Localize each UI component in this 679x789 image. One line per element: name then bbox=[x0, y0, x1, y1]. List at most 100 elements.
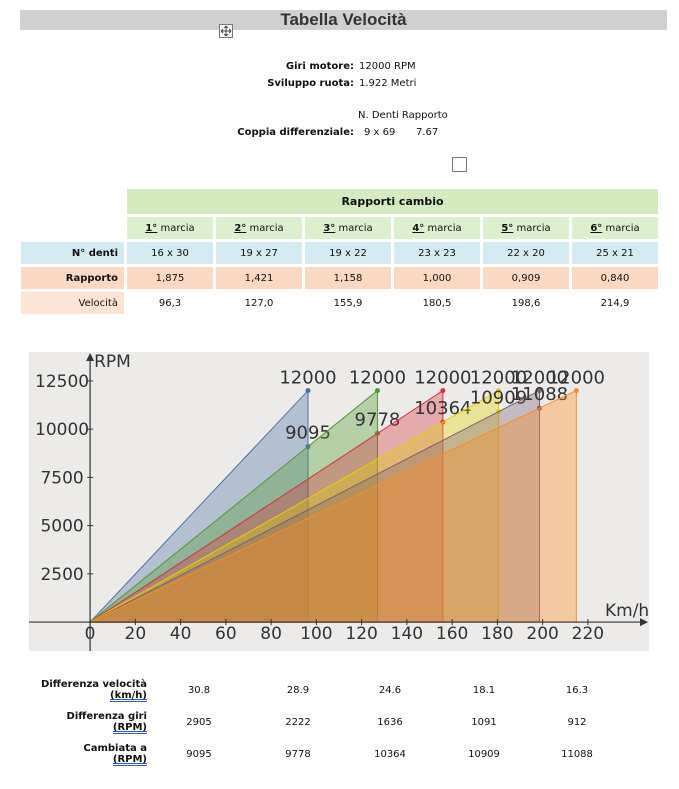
data-label: 12000 bbox=[279, 368, 336, 389]
point bbox=[573, 388, 579, 394]
summary-value: 912 bbox=[567, 717, 587, 728]
summary-value: 11088 bbox=[561, 749, 593, 760]
shift-label: 9778 bbox=[355, 409, 401, 430]
x-tick-label: 140 bbox=[391, 624, 423, 644]
summary-value: 10364 bbox=[374, 749, 406, 760]
summary-value: 18.1 bbox=[472, 685, 496, 696]
summary-value: 24.6 bbox=[378, 685, 402, 696]
data-label: 12000 bbox=[349, 368, 406, 389]
x-tick-label: 180 bbox=[481, 624, 513, 644]
x-tick-label: 60 bbox=[215, 624, 237, 644]
shift-label: 11088 bbox=[511, 384, 568, 405]
summary-label-text: Cambiata a bbox=[83, 743, 147, 754]
gear-table: Rapporti cambio 1° marcia 2° marcia 3° mar… bbox=[18, 186, 661, 317]
title: Tabella Velocità bbox=[20, 10, 667, 30]
cell: 0,840 bbox=[572, 267, 658, 289]
data-label: 12000 bbox=[470, 368, 527, 389]
cell: 0,909 bbox=[483, 267, 569, 289]
column-header: 2° marcia bbox=[216, 217, 302, 239]
summary-value: 10909 bbox=[468, 749, 500, 760]
summary-label: Differenza velocità (km/h) bbox=[17, 679, 147, 701]
x-axis-label: Km/h bbox=[605, 601, 649, 621]
summary-value: 1091 bbox=[471, 717, 497, 728]
diff-header: N. Denti Rapporto bbox=[358, 110, 448, 121]
plot-background bbox=[29, 352, 649, 651]
cell: 96,3 bbox=[158, 297, 182, 309]
y-arrow bbox=[86, 353, 95, 361]
gear-number: 5° bbox=[501, 222, 514, 234]
x-tick-label: 0 bbox=[85, 624, 96, 644]
summary-unit: (RPM) bbox=[112, 754, 147, 765]
row-label: N° denti bbox=[21, 242, 124, 264]
x-tick-label: 100 bbox=[300, 624, 332, 644]
gear-text: marcia bbox=[516, 222, 551, 234]
info-label: Coppia differenziale: bbox=[237, 127, 354, 138]
cell: 19 x 27 bbox=[216, 242, 302, 264]
y-tick-label: 10000 bbox=[35, 420, 89, 440]
info-value: 12000 RPM bbox=[359, 61, 416, 72]
x-tick-label: 160 bbox=[436, 624, 468, 644]
gear-text: marcia bbox=[249, 222, 284, 234]
point bbox=[440, 388, 446, 394]
summary-label: Cambiata a (RPM) bbox=[17, 743, 147, 765]
cell: 1,421 bbox=[216, 267, 302, 289]
cell: 16 x 30 bbox=[127, 242, 213, 264]
summary-label: Differenza giri (RPM) bbox=[17, 711, 147, 733]
column-header: 4° marcia bbox=[394, 217, 480, 239]
point bbox=[305, 388, 311, 394]
column-header: 5° marcia bbox=[483, 217, 569, 239]
summary-label-text: Differenza velocità bbox=[41, 679, 147, 690]
column-header: 3° marcia bbox=[305, 217, 391, 239]
data-label: 12000 bbox=[414, 368, 471, 389]
data-label: 12000 bbox=[511, 368, 568, 389]
y-axis-label: RPM bbox=[94, 352, 131, 372]
point bbox=[536, 388, 542, 394]
cell: 1,875 bbox=[127, 267, 213, 289]
checkbox[interactable] bbox=[452, 157, 467, 172]
cell: 1,158 bbox=[305, 267, 391, 289]
y-tick-label: 7500 bbox=[40, 468, 83, 488]
row-label: Velocità bbox=[21, 292, 124, 314]
gear-number: 4° bbox=[412, 222, 425, 234]
summary-unit: (RPM) bbox=[112, 722, 147, 733]
move-handle[interactable] bbox=[219, 24, 233, 38]
shift-label: 9095 bbox=[285, 423, 331, 444]
summary-value: 28.9 bbox=[286, 685, 310, 696]
gear-text: marcia bbox=[605, 222, 640, 234]
gear-number: 6° bbox=[590, 222, 603, 234]
summary-value: 9095 bbox=[186, 749, 212, 760]
x-tick-label: 40 bbox=[170, 624, 192, 644]
column-header: 1° marcia bbox=[127, 217, 213, 239]
x-tick-label: 20 bbox=[125, 624, 147, 644]
y-tick-label: 5000 bbox=[40, 517, 83, 537]
point bbox=[496, 388, 502, 394]
table-title: Rapporti cambio bbox=[127, 189, 658, 214]
chart: 1200090951200097781200010364120001090912… bbox=[29, 352, 649, 651]
summary-value: 2222 bbox=[285, 717, 311, 728]
gear-text: marcia bbox=[160, 222, 195, 234]
gear-text: marcia bbox=[338, 222, 373, 234]
column-header: 6° marcia bbox=[572, 217, 658, 239]
x-tick-label: 120 bbox=[345, 624, 377, 644]
gear-number: 2° bbox=[234, 222, 247, 234]
x-arrow bbox=[640, 618, 648, 627]
x-tick-label: 80 bbox=[260, 624, 282, 644]
cell: 180,5 bbox=[422, 297, 452, 309]
data-label: 12000 bbox=[548, 368, 605, 389]
y-tick-label: 12500 bbox=[35, 372, 89, 392]
y-tick-label: 2500 bbox=[40, 565, 83, 585]
summary-value: 1636 bbox=[377, 717, 403, 728]
summary-value: 30.8 bbox=[187, 685, 211, 696]
x-tick-label: 200 bbox=[526, 624, 558, 644]
summary-label-text: Differenza giri bbox=[66, 711, 147, 722]
cell: 25 x 21 bbox=[572, 242, 658, 264]
summary-value: 16.3 bbox=[565, 685, 589, 696]
info-label: Giri motore: bbox=[285, 61, 354, 72]
diff-ratio: 7.67 bbox=[416, 127, 439, 138]
diff-teeth: 9 x 69 bbox=[364, 127, 396, 138]
info-label: Sviluppo ruota: bbox=[267, 78, 354, 89]
summary-unit: (km/h) bbox=[110, 690, 147, 701]
shift-label: 10909 bbox=[470, 388, 527, 409]
row-label: Rapporto bbox=[21, 267, 124, 289]
